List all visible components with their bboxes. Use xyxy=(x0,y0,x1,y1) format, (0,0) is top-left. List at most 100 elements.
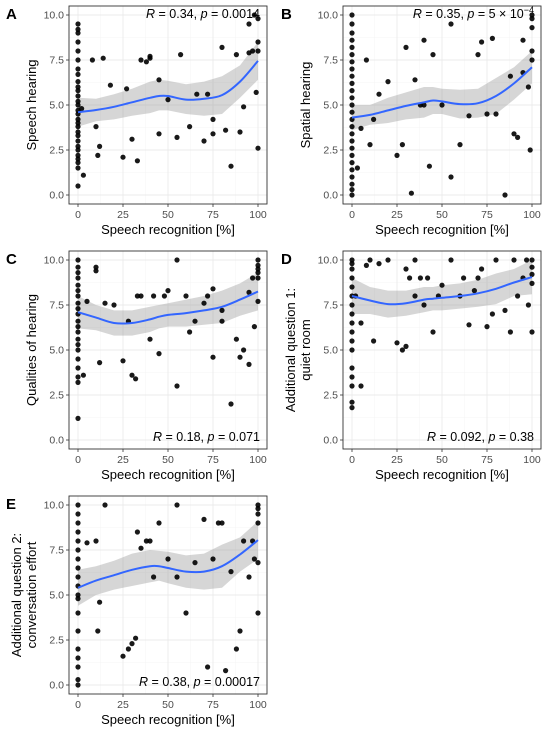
data-point xyxy=(511,257,517,263)
data-point xyxy=(349,174,355,180)
data-point xyxy=(367,142,373,148)
stat-r-value: = 0.38, xyxy=(148,675,194,689)
data-point xyxy=(349,338,355,344)
data-point xyxy=(376,261,382,267)
data-point xyxy=(75,547,81,553)
data-point xyxy=(349,160,355,166)
data-point xyxy=(255,257,261,263)
x-tick-label: 0 xyxy=(75,209,81,221)
data-point xyxy=(529,12,535,18)
y-axis-title: quiet room xyxy=(298,319,313,380)
y-tick-label: 0.0 xyxy=(49,435,64,447)
data-point xyxy=(403,44,409,51)
data-point xyxy=(412,77,418,83)
data-point xyxy=(75,502,81,508)
data-point xyxy=(246,21,252,27)
data-point xyxy=(93,264,99,270)
data-point xyxy=(219,318,225,324)
data-point xyxy=(75,646,81,652)
data-point xyxy=(120,154,126,160)
data-point xyxy=(525,84,532,90)
data-point xyxy=(75,682,81,688)
stat-r-value: = 0.35, xyxy=(422,7,468,21)
data-point xyxy=(210,286,216,292)
data-point xyxy=(502,192,508,198)
stat-r-symbol: R xyxy=(139,675,148,689)
smooth-line xyxy=(351,276,533,306)
panel-letter: A xyxy=(6,6,17,23)
data-point xyxy=(349,12,355,18)
data-point xyxy=(507,73,513,79)
data-point xyxy=(80,172,86,178)
data-point xyxy=(210,556,216,562)
y-axis-title: Speech hearing xyxy=(24,59,39,150)
data-point xyxy=(75,655,81,661)
data-point xyxy=(394,340,400,346)
data-point xyxy=(529,25,535,31)
data-point xyxy=(75,124,81,130)
data-point xyxy=(251,324,257,330)
data-point xyxy=(529,48,535,54)
data-point xyxy=(349,37,355,43)
data-point xyxy=(479,39,485,45)
data-point xyxy=(349,187,355,193)
data-point xyxy=(75,129,81,135)
data-point xyxy=(75,133,81,139)
x-tick-label: 75 xyxy=(207,209,219,221)
y-tick-label: 0.0 xyxy=(49,680,64,692)
smooth-line xyxy=(351,66,533,119)
data-point xyxy=(75,66,81,72)
y-tick-label: 7.5 xyxy=(49,55,64,67)
x-tick-label: 25 xyxy=(117,699,129,711)
y-tick-label: 10.0 xyxy=(44,10,65,22)
data-point xyxy=(210,116,216,122)
data-point xyxy=(183,293,189,299)
data-point xyxy=(125,646,131,652)
data-point xyxy=(255,16,261,22)
stat-r-value: = 0.18, xyxy=(162,430,208,444)
data-point xyxy=(255,610,261,616)
stat-p-symbol: p xyxy=(200,7,208,21)
data-point xyxy=(133,635,139,641)
stat-r-symbol: R xyxy=(146,7,155,21)
y-tick-label: 2.5 xyxy=(323,145,338,157)
data-point xyxy=(515,293,521,299)
y-tick-label: 0.0 xyxy=(323,435,338,447)
data-point xyxy=(255,502,261,508)
data-point xyxy=(399,142,405,148)
data-point xyxy=(120,653,126,659)
data-point xyxy=(349,80,355,86)
data-point xyxy=(237,628,243,634)
y-tick-label: 2.5 xyxy=(323,390,338,402)
data-point xyxy=(349,257,355,263)
data-point xyxy=(223,127,229,133)
stat-p-exponent: −4 xyxy=(524,5,534,15)
data-point xyxy=(358,383,364,389)
data-point xyxy=(134,293,140,299)
x-tick-label: 50 xyxy=(436,454,448,466)
data-point xyxy=(129,641,135,647)
data-point xyxy=(95,628,101,634)
data-point xyxy=(421,102,427,108)
data-point xyxy=(223,668,229,674)
data-point xyxy=(484,324,490,330)
data-point xyxy=(97,360,103,366)
data-point xyxy=(371,338,377,344)
data-point xyxy=(371,116,377,122)
x-tick-label: 100 xyxy=(249,699,267,711)
data-point xyxy=(349,311,355,317)
data-point xyxy=(75,300,81,306)
data-point xyxy=(156,520,162,526)
x-tick-label: 25 xyxy=(117,454,129,466)
data-point xyxy=(100,55,106,61)
data-point xyxy=(151,574,157,580)
data-point xyxy=(349,374,355,380)
data-point xyxy=(502,307,508,313)
data-point xyxy=(75,21,81,27)
y-tick-label: 10.0 xyxy=(318,10,339,22)
y-tick-label: 10.0 xyxy=(318,255,339,267)
data-point xyxy=(75,160,81,166)
stat-r-value: = 0.34, xyxy=(155,7,201,21)
data-point xyxy=(255,275,261,281)
